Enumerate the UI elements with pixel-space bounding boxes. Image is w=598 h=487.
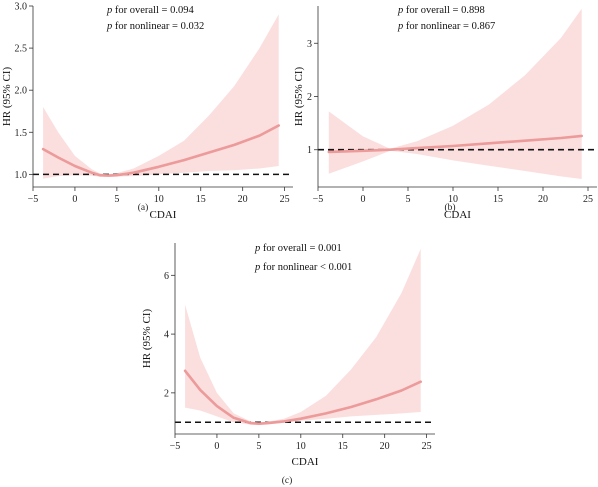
x-tick-label: 15 bbox=[493, 194, 503, 205]
x-tick-label: 20 bbox=[380, 441, 390, 452]
hr-curve bbox=[327, 134, 583, 154]
y-axis-label: HR (95% CI) bbox=[293, 67, 305, 127]
x-tick-label: 25 bbox=[583, 194, 593, 205]
y-tick-label: 1 bbox=[307, 145, 312, 156]
panel-label: (a) bbox=[138, 202, 149, 213]
x-tick-label: −5 bbox=[28, 194, 39, 205]
confidence-band bbox=[328, 8, 582, 180]
x-axis-label: CDAI bbox=[292, 456, 319, 468]
p-overall-annotation: p for overall = 0.094 bbox=[106, 5, 194, 16]
x-tick-label: 20 bbox=[238, 194, 248, 205]
hr-curve bbox=[183, 369, 422, 425]
panel-label: (b) bbox=[444, 202, 455, 213]
x-tick-label: 10 bbox=[296, 441, 306, 452]
x-tick-label: 10 bbox=[154, 194, 164, 205]
chart-panel-a: −5 0 5 10 15 20 25 1.0 1.5 2.0 2.5 3.0 CDAI HR (95% C… bbox=[1, 2, 293, 221]
x-tick-label: 25 bbox=[280, 194, 290, 205]
x-tick-label: 10 bbox=[448, 194, 458, 205]
x-tick-label: 5 bbox=[406, 194, 411, 205]
panel-label: (c) bbox=[282, 475, 293, 486]
x-axis-label: CDAI bbox=[150, 209, 177, 221]
y-axis-label: HR (95% CI) bbox=[141, 309, 153, 369]
x-tick-label: −5 bbox=[170, 441, 181, 452]
x-tick-label: 0 bbox=[361, 194, 366, 205]
y-tick-label: 3 bbox=[307, 39, 312, 50]
x-tick-label: −5 bbox=[313, 194, 324, 205]
p-nonlinear-annotation: p for nonlinear < 0.001 bbox=[254, 262, 352, 273]
x-tick-label: 5 bbox=[114, 194, 119, 205]
x-tick-label: 15 bbox=[196, 194, 206, 205]
p-nonlinear-annotation: p for nonlinear = 0.032 bbox=[106, 21, 204, 32]
x-tick-label: 0 bbox=[72, 194, 77, 205]
chart-panel-c: −5 0 5 10 15 20 25 2 4 6 CDAI HR (95% CI) p for over… bbox=[141, 243, 435, 486]
y-tick-label: 2 bbox=[307, 92, 312, 103]
confidence-band bbox=[185, 248, 421, 425]
y-tick-label: 6 bbox=[164, 271, 169, 282]
p-overall-annotation: p for overall = 0.001 bbox=[254, 243, 342, 254]
x-tick-label: 25 bbox=[422, 441, 432, 452]
y-tick-label: 2.5 bbox=[15, 44, 28, 55]
y-tick-label: 1.0 bbox=[15, 170, 28, 181]
y-tick-label: 2 bbox=[164, 388, 169, 399]
y-tick-label: 2.0 bbox=[15, 86, 28, 97]
chart-panel-b: −5 0 5 10 15 20 25 1 2 3 CDAI HR (95% CI) p for over… bbox=[293, 5, 597, 221]
p-overall-annotation: p for overall = 0.898 bbox=[397, 5, 485, 16]
confidence-band bbox=[43, 14, 279, 179]
x-axis-label: CDAI bbox=[444, 209, 471, 221]
x-tick-label: 5 bbox=[256, 441, 261, 452]
x-tick-label: 20 bbox=[538, 194, 548, 205]
y-tick-label: 1.5 bbox=[15, 128, 28, 139]
y-axis-label: HR (95% CI) bbox=[1, 67, 13, 127]
y-tick-label: 3.0 bbox=[15, 2, 28, 13]
y-tick-label: 4 bbox=[164, 330, 169, 341]
x-tick-label: 15 bbox=[338, 441, 348, 452]
hr-curve bbox=[41, 124, 280, 177]
x-tick-label: 0 bbox=[214, 441, 219, 452]
p-nonlinear-annotation: p for nonlinear = 0.867 bbox=[397, 21, 495, 32]
